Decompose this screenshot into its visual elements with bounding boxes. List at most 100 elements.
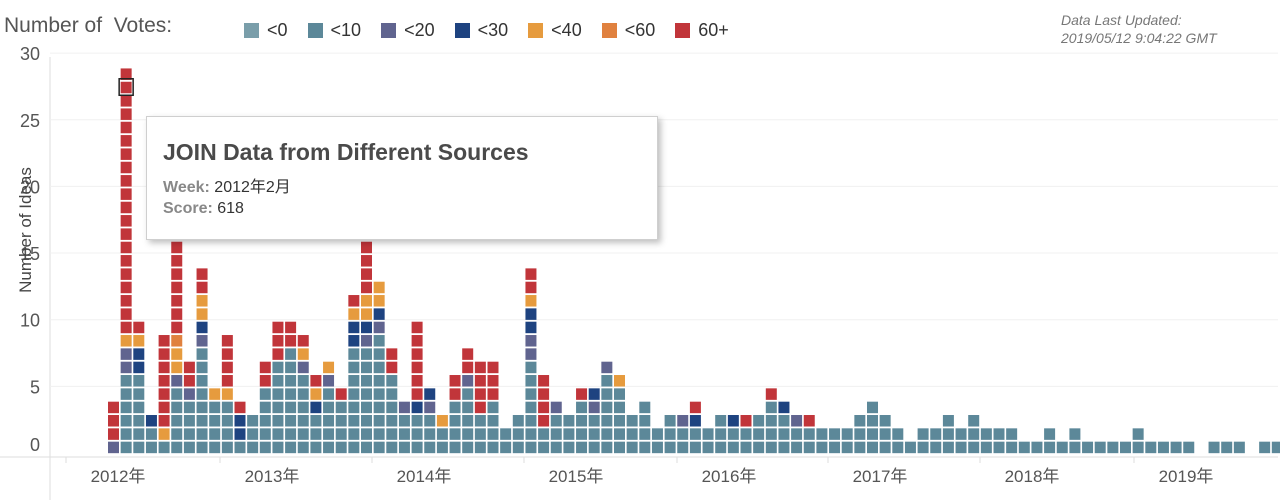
bar-cell[interactable] [639, 415, 651, 427]
bar-cell[interactable] [171, 388, 183, 400]
bar-cell[interactable] [449, 388, 461, 400]
bar-cell[interactable] [702, 428, 714, 440]
bar-cell[interactable] [234, 428, 246, 440]
bar-cell[interactable] [411, 441, 423, 454]
bar-cell[interactable] [462, 348, 474, 360]
bar-cell[interactable] [272, 321, 284, 334]
bar-cell[interactable] [120, 415, 132, 427]
bar-cell[interactable] [816, 428, 828, 440]
bar-cell[interactable] [361, 281, 372, 294]
bar-cell[interactable] [361, 388, 372, 400]
bar-cell[interactable] [335, 428, 347, 440]
bar-cell[interactable] [348, 348, 360, 360]
bar-cell[interactable] [474, 441, 486, 454]
bar-cell[interactable] [778, 415, 790, 427]
bar-cell[interactable] [120, 428, 132, 440]
bar-cell[interactable] [512, 428, 524, 440]
bar-cell[interactable] [803, 415, 815, 427]
bar-cell[interactable] [639, 401, 651, 414]
bar-cell[interactable] [411, 428, 423, 440]
bar-cell[interactable] [373, 348, 385, 360]
bar-cell[interactable] [892, 428, 904, 440]
bar-cell[interactable] [664, 428, 676, 440]
bar-cell[interactable] [373, 321, 385, 334]
bar-cell[interactable] [310, 415, 322, 427]
bar-cell[interactable] [285, 401, 297, 414]
bar-cell[interactable] [209, 415, 221, 427]
bar-cell[interactable] [133, 335, 145, 347]
bar-cell[interactable] [120, 121, 132, 134]
bar-cell[interactable] [171, 255, 183, 267]
bar-cell[interactable] [209, 441, 221, 454]
bar-cell[interactable] [500, 441, 512, 454]
bar-cell[interactable] [108, 401, 119, 414]
bar-cell[interactable] [335, 388, 347, 400]
bar-cell[interactable] [247, 441, 259, 454]
bar-cell[interactable] [576, 401, 588, 414]
bar-cell[interactable] [525, 308, 537, 320]
bar-cell[interactable] [968, 428, 980, 440]
bar-cell[interactable] [120, 308, 132, 320]
bar-cell[interactable] [361, 441, 372, 454]
bar-cell[interactable] [171, 241, 183, 254]
bar-cell[interactable] [120, 148, 132, 160]
bar-cell[interactable] [335, 415, 347, 427]
bar-cell[interactable] [373, 281, 385, 294]
bar-cell[interactable] [689, 441, 701, 454]
bar-cell[interactable] [259, 415, 271, 427]
bar-cell[interactable] [120, 321, 132, 334]
bar-cell[interactable] [323, 388, 335, 400]
bar-cell[interactable] [525, 321, 537, 334]
bar-cell[interactable] [867, 428, 878, 440]
bar-cell[interactable] [272, 401, 284, 414]
bar-cell[interactable] [158, 441, 170, 454]
bar-cell[interactable] [829, 441, 841, 454]
bar-cell[interactable] [588, 441, 600, 454]
bar-cell[interactable] [968, 441, 980, 454]
bar-cell[interactable] [753, 415, 765, 427]
bar-cell[interactable] [348, 401, 360, 414]
bar-cell[interactable] [525, 268, 537, 280]
bar-cell[interactable] [120, 361, 132, 374]
bar-cell[interactable] [348, 388, 360, 400]
bar-cell[interactable] [183, 428, 195, 440]
bar-cell[interactable] [120, 335, 132, 347]
bar-cell[interactable] [942, 415, 954, 427]
bar-cell[interactable] [297, 428, 309, 440]
bar-cell[interactable] [272, 441, 284, 454]
bar-cell[interactable] [614, 401, 625, 414]
bar-cell[interactable] [386, 375, 398, 387]
bar-cell[interactable] [525, 375, 537, 387]
bar-cell[interactable] [449, 415, 461, 427]
bar-cell[interactable] [1069, 441, 1081, 454]
bar-cell[interactable] [361, 428, 372, 440]
bar-cell[interactable] [386, 401, 398, 414]
bar-cell[interactable] [171, 335, 183, 347]
bar-cell[interactable] [234, 441, 246, 454]
bar-cell[interactable] [563, 441, 575, 454]
bar-cell[interactable] [297, 388, 309, 400]
bar-cell[interactable] [196, 361, 208, 374]
bar-cell[interactable] [209, 388, 221, 400]
bar-cell[interactable] [550, 401, 562, 414]
bar-cell[interactable] [525, 388, 537, 400]
bar-cell[interactable] [1107, 441, 1119, 454]
bar-cell[interactable] [538, 388, 550, 400]
bar-cell[interactable] [487, 415, 499, 427]
bar-cell[interactable] [196, 335, 208, 347]
legend-item[interactable]: <10 [307, 20, 361, 41]
bar-cell[interactable] [424, 415, 436, 427]
bar-cell[interactable] [702, 441, 714, 454]
bar-cell[interactable] [867, 415, 878, 427]
bar-cell[interactable] [1069, 428, 1081, 440]
bar-cell[interactable] [525, 281, 537, 294]
bar-cell[interactable] [259, 441, 271, 454]
bar-cell[interactable] [158, 401, 170, 414]
bar-cell[interactable] [436, 441, 448, 454]
bar-cell[interactable] [1170, 441, 1182, 454]
bar-cell[interactable] [171, 375, 183, 387]
bar-cell[interactable] [601, 441, 613, 454]
bar-cell[interactable] [133, 441, 145, 454]
bar-cell[interactable] [449, 375, 461, 387]
bar-cell[interactable] [576, 415, 588, 427]
